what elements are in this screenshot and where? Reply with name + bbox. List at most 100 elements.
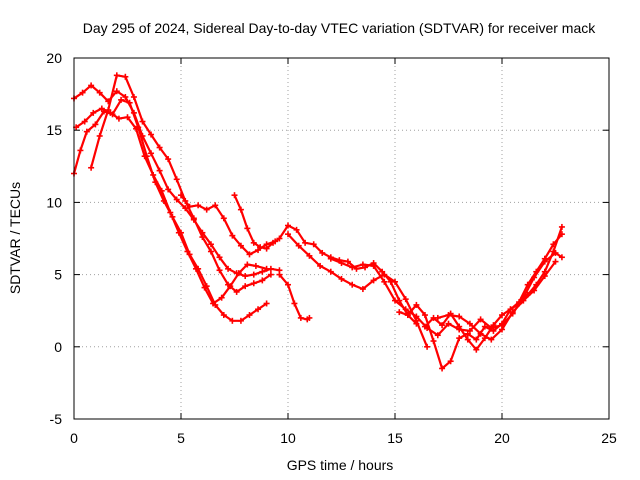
data-point <box>310 241 317 248</box>
data-point <box>445 320 452 327</box>
data-point <box>182 205 189 212</box>
data-point <box>83 128 90 135</box>
data-point <box>244 225 251 232</box>
data-point <box>285 222 291 229</box>
data-point <box>259 277 266 284</box>
data-point <box>148 150 155 157</box>
data-point <box>192 265 199 272</box>
data-point <box>250 271 257 278</box>
data-point <box>225 265 232 272</box>
x-tick-label: 15 <box>387 430 403 446</box>
x-tick-label: 5 <box>177 430 185 446</box>
data-point <box>233 288 240 295</box>
data-point <box>124 114 131 121</box>
data-point <box>499 312 505 319</box>
data-point <box>413 313 420 320</box>
data-point <box>242 283 249 290</box>
y-tick-label: 20 <box>46 50 62 66</box>
data-point <box>445 312 452 319</box>
data-point <box>139 118 146 125</box>
data-point <box>175 229 182 236</box>
y-tick-labels: -5 0 5 10 15 20 <box>46 50 62 427</box>
data-point <box>524 281 531 288</box>
data-point <box>456 313 463 320</box>
y-tick-label: -5 <box>50 411 63 427</box>
data-point <box>141 153 148 160</box>
x-tick-label: 20 <box>494 430 510 446</box>
tick-layer <box>73 57 610 420</box>
data-point <box>381 278 388 285</box>
data-point <box>421 323 428 330</box>
data-point <box>306 314 313 321</box>
data-point <box>490 327 497 334</box>
data-point <box>291 300 298 307</box>
x-axis-label: GPS time / hours <box>287 457 394 473</box>
data-point <box>327 255 334 262</box>
data-point <box>402 306 409 313</box>
data-point <box>439 365 446 372</box>
data-point <box>237 317 244 324</box>
data-point <box>231 192 238 199</box>
data-point <box>396 309 403 316</box>
data-point <box>558 254 565 261</box>
plot-frame <box>73 57 610 420</box>
data-point <box>98 105 105 112</box>
data-point <box>392 278 398 285</box>
data-point <box>533 268 540 275</box>
data-point <box>466 320 473 327</box>
data-point <box>370 262 377 269</box>
data-point <box>178 192 184 199</box>
series-line <box>179 194 277 256</box>
data-point <box>190 215 197 222</box>
data-point <box>156 167 163 174</box>
data-point <box>499 326 505 333</box>
series-line <box>233 194 418 325</box>
data-point <box>220 215 227 222</box>
data-point <box>148 131 155 138</box>
y-tick-label: 5 <box>54 267 62 283</box>
series-day-10 <box>396 231 565 372</box>
x-tick-label: 0 <box>70 430 78 446</box>
data-point <box>252 262 259 269</box>
data-point <box>225 281 232 288</box>
chart-title: Day 295 of 2024, Sidereal Day-to-day VTE… <box>83 20 596 36</box>
data-point <box>165 186 172 193</box>
data-point <box>237 206 244 213</box>
data-point <box>218 294 225 301</box>
data-point <box>90 109 97 116</box>
series-day-12 <box>434 258 559 343</box>
data-point <box>558 223 565 230</box>
grid-layer <box>74 58 609 419</box>
series-day-7 <box>276 271 313 323</box>
data-point <box>317 262 324 269</box>
data-point <box>220 312 227 319</box>
data-point <box>285 281 291 288</box>
data-point <box>413 301 420 308</box>
data-point <box>344 258 351 265</box>
data-point <box>259 268 266 275</box>
data-point <box>113 72 120 79</box>
data-point <box>509 309 516 316</box>
data-point <box>338 275 345 282</box>
data-point <box>150 171 157 178</box>
data-point <box>242 273 249 280</box>
series-day-4 <box>88 72 274 295</box>
data-point <box>263 265 270 272</box>
data-point <box>439 322 446 329</box>
data-point <box>319 249 326 256</box>
data-point <box>244 261 251 268</box>
data-point <box>133 125 140 132</box>
data-point <box>113 88 120 95</box>
data-point <box>96 89 103 96</box>
data-point <box>302 239 309 246</box>
data-point <box>267 271 274 278</box>
data-point <box>229 232 236 239</box>
data-point <box>270 239 277 246</box>
data-point <box>295 242 302 249</box>
data-point <box>434 314 441 321</box>
data-point <box>550 248 557 255</box>
data-point <box>184 248 191 255</box>
data-point <box>447 358 454 365</box>
data-point <box>392 297 398 304</box>
